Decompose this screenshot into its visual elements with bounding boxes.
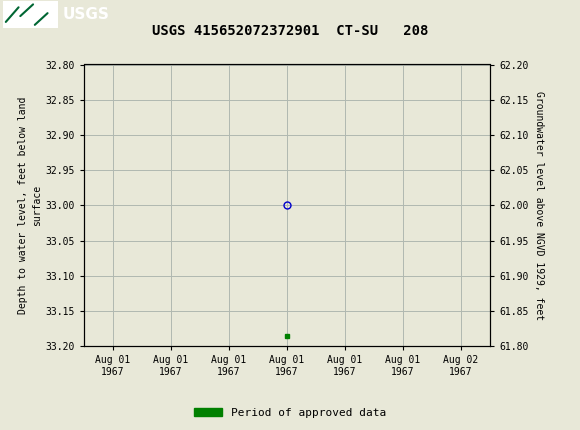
Y-axis label: Depth to water level, feet below land
surface: Depth to water level, feet below land su… bbox=[17, 97, 42, 314]
Text: USGS 415652072372901  CT-SU   208: USGS 415652072372901 CT-SU 208 bbox=[152, 24, 428, 38]
Y-axis label: Groundwater level above NGVD 1929, feet: Groundwater level above NGVD 1929, feet bbox=[534, 91, 544, 320]
Text: USGS: USGS bbox=[63, 7, 110, 22]
Bar bbox=[3, 1, 58, 28]
Legend: Period of approved data: Period of approved data bbox=[190, 403, 390, 422]
